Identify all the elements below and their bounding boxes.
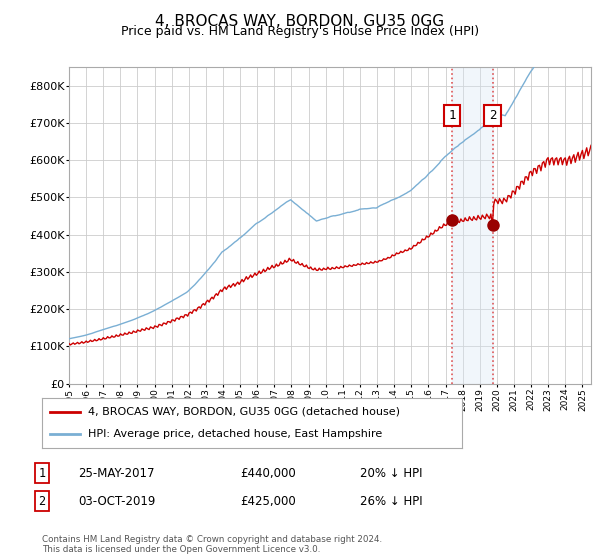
Text: 4, BROCAS WAY, BORDON, GU35 0GG (detached house): 4, BROCAS WAY, BORDON, GU35 0GG (detache… bbox=[88, 407, 400, 417]
Text: £440,000: £440,000 bbox=[240, 466, 296, 480]
Text: HPI: Average price, detached house, East Hampshire: HPI: Average price, detached house, East… bbox=[88, 429, 382, 439]
Text: £425,000: £425,000 bbox=[240, 494, 296, 508]
Text: 2: 2 bbox=[38, 494, 46, 508]
Text: 03-OCT-2019: 03-OCT-2019 bbox=[78, 494, 155, 508]
Text: 2: 2 bbox=[489, 109, 496, 122]
Text: 26% ↓ HPI: 26% ↓ HPI bbox=[360, 494, 422, 508]
Text: 25-MAY-2017: 25-MAY-2017 bbox=[78, 466, 155, 480]
Text: 1: 1 bbox=[448, 109, 456, 122]
Text: Price paid vs. HM Land Registry's House Price Index (HPI): Price paid vs. HM Land Registry's House … bbox=[121, 25, 479, 38]
Text: Contains HM Land Registry data © Crown copyright and database right 2024.
This d: Contains HM Land Registry data © Crown c… bbox=[42, 535, 382, 554]
Text: 20% ↓ HPI: 20% ↓ HPI bbox=[360, 466, 422, 480]
Bar bbox=[452, 67, 493, 384]
Text: 4, BROCAS WAY, BORDON, GU35 0GG: 4, BROCAS WAY, BORDON, GU35 0GG bbox=[155, 14, 445, 29]
Text: 1: 1 bbox=[38, 466, 46, 480]
